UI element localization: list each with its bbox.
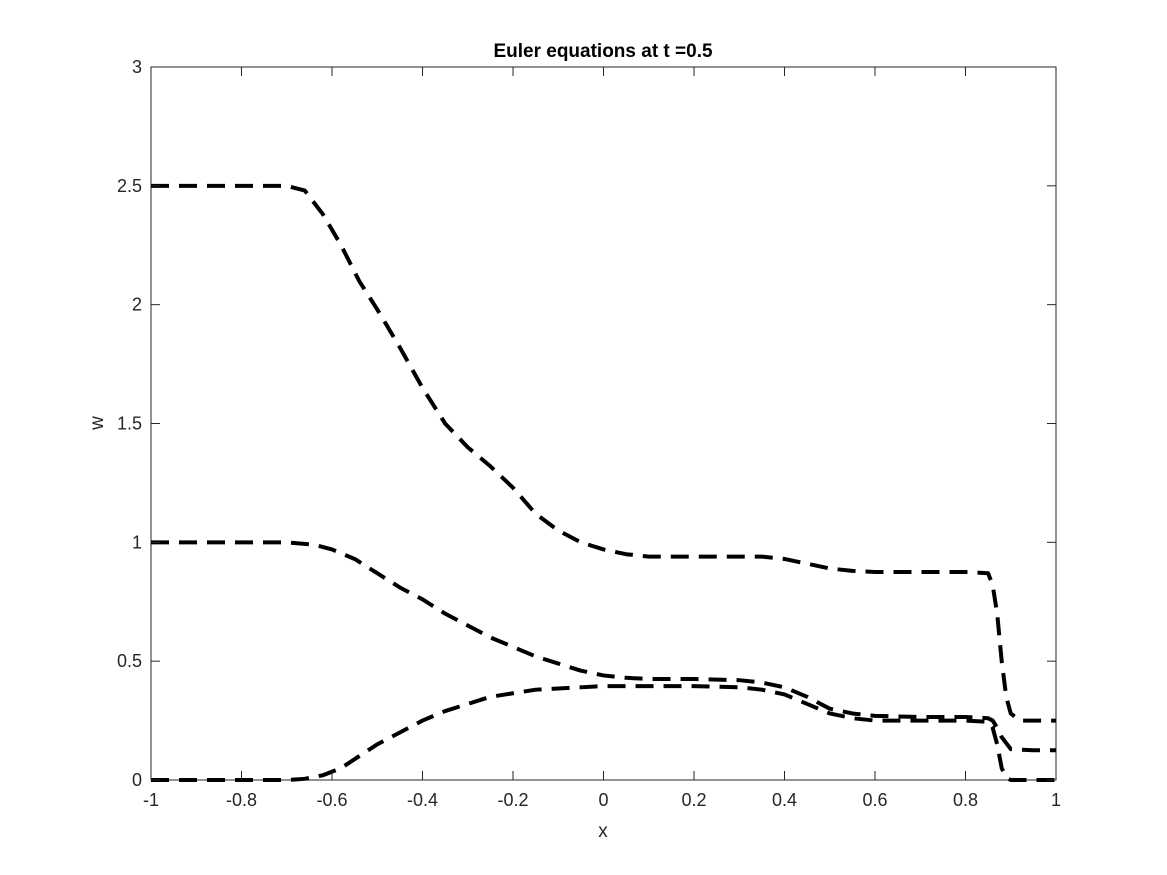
series-line-1 <box>151 183 1056 723</box>
series-line-2 <box>151 540 1056 753</box>
x-tick-label: 0.6 <box>862 790 887 810</box>
chart-title: Euler equations at t =0.5 <box>493 41 713 62</box>
x-tick-label: -1 <box>143 790 159 810</box>
plot-area: -1 -0.8 -0.6 -0.4 -0.2 0 0.2 0.4 0.6 0.8 1 0 0.5 1 1.… <box>117 57 1061 810</box>
x-tick-label: 1 <box>1051 790 1061 810</box>
y-tick-label: 2.5 <box>117 176 142 196</box>
x-tick-label: 0 <box>598 790 608 810</box>
y-tick-label: 1.5 <box>117 414 142 434</box>
y-tick-label: 2 <box>132 295 142 315</box>
y-axis-ticks: 0 0.5 1 1.5 2 2.5 3 <box>117 57 1056 790</box>
x-tick-label: 0.2 <box>681 790 706 810</box>
series-group <box>151 183 1056 782</box>
series-line-3 <box>151 684 1056 782</box>
x-tick-label: -0.4 <box>407 790 438 810</box>
axes-frame <box>150 66 1057 781</box>
y-tick-label: 0.5 <box>117 651 142 671</box>
y-tick-label: 1 <box>132 532 142 552</box>
x-tick-label: -0.6 <box>316 790 347 810</box>
x-tick-label: 0.4 <box>772 790 797 810</box>
x-axis-label: x <box>598 821 608 842</box>
x-tick-label: -0.2 <box>497 790 528 810</box>
x-axis-ticks: -1 -0.8 -0.6 -0.4 -0.2 0 0.2 0.4 0.6 0.8 1 <box>143 67 1061 810</box>
x-tick-label: 0.8 <box>953 790 978 810</box>
y-tick-label: 0 <box>132 770 142 790</box>
x-tick-label: -0.8 <box>226 790 257 810</box>
y-tick-label: 3 <box>132 57 142 77</box>
y-axis-label: w <box>87 416 108 431</box>
